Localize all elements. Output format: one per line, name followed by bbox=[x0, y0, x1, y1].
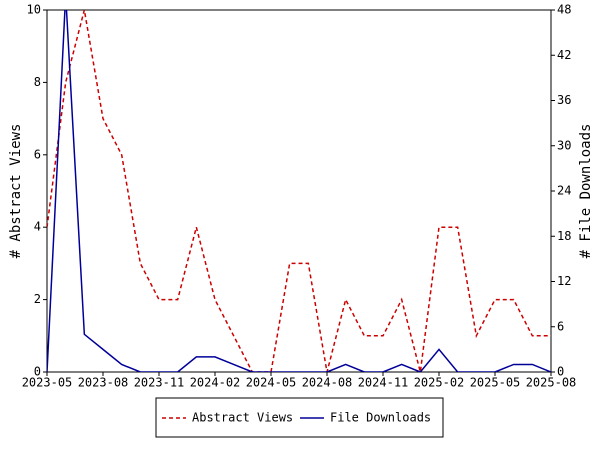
y2-tick-label: 18 bbox=[557, 229, 571, 243]
x-tick-label: 2023-11 bbox=[134, 376, 185, 390]
legend-label: File Downloads bbox=[330, 411, 431, 425]
x-tick-label: 2024-02 bbox=[190, 376, 241, 390]
y2-tick-label: 30 bbox=[557, 138, 571, 152]
y2-tick-label: 24 bbox=[557, 184, 571, 198]
plot-frame bbox=[46, 9, 552, 373]
x-tick-label: 2023-05 bbox=[22, 376, 73, 390]
y2-tick-label: 12 bbox=[557, 274, 571, 288]
y2-tick-label: 0 bbox=[557, 365, 564, 379]
series-line bbox=[47, 10, 551, 372]
series-line bbox=[47, 10, 551, 372]
y-tick-label: 10 bbox=[27, 3, 41, 17]
y2-tick-label: 36 bbox=[557, 93, 571, 107]
y2-tick-label: 6 bbox=[557, 319, 564, 333]
plot-lines bbox=[47, 10, 551, 372]
x-tick-label: 2024-08 bbox=[302, 376, 353, 390]
y-tick-label: 0 bbox=[34, 365, 41, 379]
y2-tick-label: 48 bbox=[557, 3, 571, 17]
y2-axis-label: # File Downloads bbox=[578, 124, 594, 259]
x-tick-label: 2025-02 bbox=[414, 376, 465, 390]
x-tick-label: 2025-05 bbox=[470, 376, 521, 390]
legend-label: Abstract Views bbox=[192, 411, 293, 425]
y-tick-label: 8 bbox=[34, 75, 41, 89]
y2-tick-label: 42 bbox=[557, 48, 571, 62]
x-tick-label: 2025-08 bbox=[526, 376, 577, 390]
y-tick-label: 4 bbox=[34, 220, 41, 234]
legend-box bbox=[155, 397, 444, 438]
x-tick-label: 2024-11 bbox=[358, 376, 409, 390]
y-axis-label: # Abstract Views bbox=[8, 124, 24, 259]
x-tick-label: 2023-08 bbox=[78, 376, 129, 390]
x-tick-label: 2024-05 bbox=[246, 376, 297, 390]
y-tick-label: 2 bbox=[34, 292, 41, 306]
y-tick-label: 6 bbox=[34, 147, 41, 161]
